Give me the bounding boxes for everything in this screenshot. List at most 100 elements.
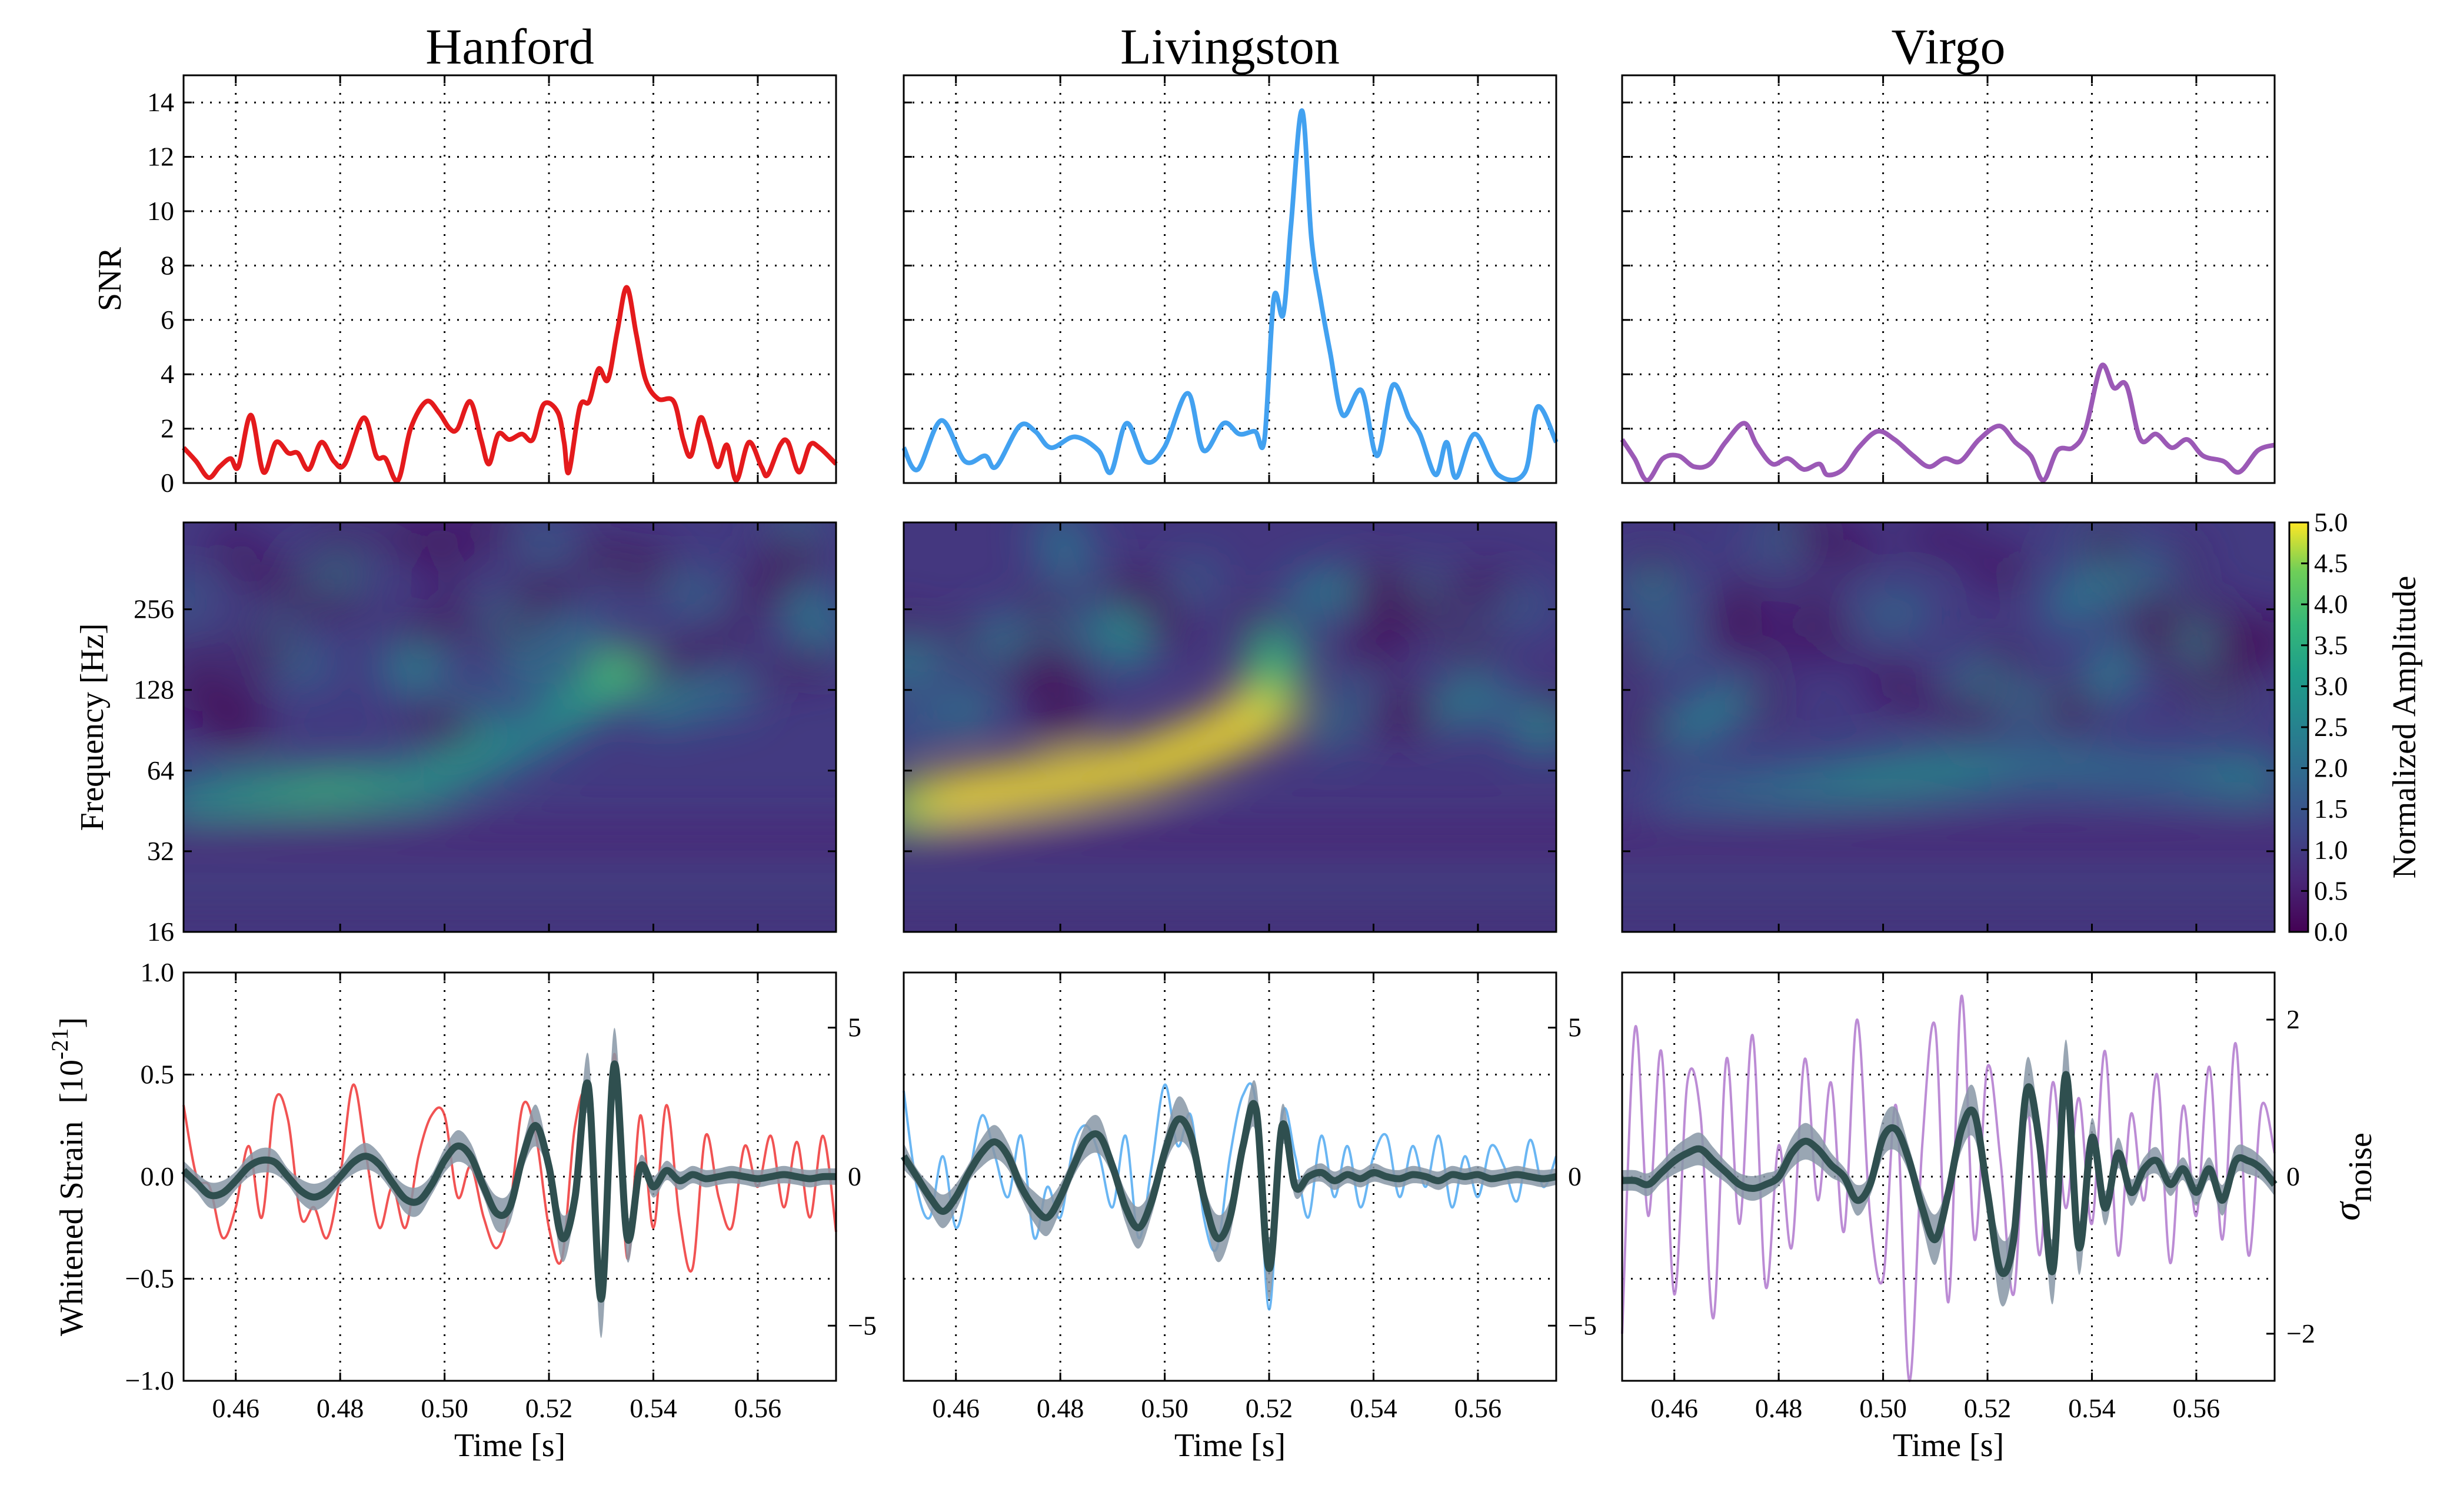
model-uncertainty-band <box>184 1028 836 1338</box>
heatmap-cell <box>1053 702 1100 735</box>
y-tick-label: 0 <box>161 468 174 498</box>
colorbar-tick-label: 4.0 <box>2314 589 2348 619</box>
heatmap-cell <box>904 612 922 645</box>
heatmap-cell <box>1827 528 1874 564</box>
heatmap-cell <box>1977 550 2021 589</box>
heatmap-cell <box>2045 687 2101 726</box>
axes-frame <box>903 74 1557 484</box>
heatmap-cell <box>1102 574 1168 612</box>
heatmap-cell <box>578 538 618 577</box>
snr-panel-virgo: Virgo <box>1620 18 2276 484</box>
heatmap-cell <box>1622 875 2275 895</box>
whitened-data-line-hanford <box>182 1053 837 1301</box>
x-tick-label: 0.46 <box>212 1393 259 1423</box>
heatmap-cell <box>978 643 1024 668</box>
x-tick-label: 0.52 <box>525 1393 573 1423</box>
right-y-tick-label: 0 <box>848 1161 861 1191</box>
y-tick-label: 256 <box>134 594 174 624</box>
right-y-tick-label: −5 <box>1568 1310 1597 1340</box>
heatmap-cell <box>427 712 481 747</box>
heatmap-cell <box>1935 696 2009 725</box>
heatmap-cell <box>1622 577 1691 605</box>
heatmap-cell <box>1331 682 1373 705</box>
sigma-noise-axis-label: σnoise <box>2326 1133 2379 1221</box>
colorbar-tick-label: 3.0 <box>2314 671 2348 701</box>
heatmap <box>904 522 1556 932</box>
heatmap-cell <box>904 825 1556 867</box>
heatmap-cell <box>1373 569 1410 605</box>
x-tick-label: 0.52 <box>1246 1393 1293 1423</box>
axes-frame <box>182 521 837 933</box>
heatmap-cell <box>1878 681 1943 707</box>
y-tick-label: 14 <box>147 87 174 117</box>
snr-panel-hanford: Hanford 0 2 4 6 8 10 12 14 <box>147 18 838 498</box>
heatmap-cell <box>434 603 481 628</box>
axes-frame <box>903 521 1557 933</box>
heatmap-cell <box>1637 627 1697 660</box>
y-tick-label: 32 <box>147 836 174 866</box>
bracket-close: ] <box>54 1017 90 1028</box>
heatmap-cell <box>1796 625 1854 656</box>
model-waveform-line <box>181 1060 837 1303</box>
colorbar-tick-label: 0.0 <box>2314 917 2348 947</box>
y-tick-label: 4 <box>161 359 174 389</box>
heatmap-cell <box>2170 670 2214 698</box>
strain-panel-virgo: −2 0 2 0.46 0.48 0.50 0.52 0.54 0.56 Time [s] <box>1621 971 2315 1464</box>
heatmap-cell <box>184 649 222 677</box>
axes-frame <box>1621 971 2276 1382</box>
heatmap-cell <box>398 703 438 726</box>
heatmap-cell <box>202 708 272 745</box>
track-cell <box>595 646 647 686</box>
colorbar-tick-label: 2.5 <box>2314 712 2348 742</box>
heatmap-cell <box>233 566 309 592</box>
x-axis-label: Time [s] <box>1893 1427 2004 1464</box>
strain-axis-label: Whitened Strain [10-21] <box>46 1017 90 1336</box>
heatmap-cell <box>1028 522 1093 548</box>
heatmap-cell <box>2239 623 2275 660</box>
x-axis-label: Time [s] <box>454 1427 565 1464</box>
y-tick-label: 1.0 <box>141 957 175 987</box>
heatmap-cell <box>2085 522 2125 555</box>
y-tick-label: 10 <box>147 196 174 226</box>
x-axis-label: Time [s] <box>1174 1427 1286 1464</box>
whitened-data-line-virgo <box>1621 994 2276 1383</box>
x-tick-label: 0.56 <box>734 1393 782 1423</box>
heatmap-cell <box>478 627 544 649</box>
heatmap-cells <box>1622 522 2275 918</box>
heatmap-cell <box>1285 577 1354 611</box>
heatmap <box>1622 522 2275 932</box>
colorbar-tick-label: 2.0 <box>2314 753 2348 783</box>
snr-line-livingston <box>901 108 1559 483</box>
heatmap-cell <box>1622 825 2275 867</box>
heatmap-cell <box>1864 661 1900 687</box>
model-waveform-line <box>1622 1071 2278 1277</box>
y-tick-label: 128 <box>134 675 174 705</box>
heatmap-cell <box>944 622 983 652</box>
heatmap-cell <box>1622 895 2275 918</box>
x-tick-label: 0.50 <box>1141 1393 1188 1423</box>
heatmap-cells <box>904 522 1556 918</box>
axes-frame <box>182 971 837 1382</box>
y-tick-label: 64 <box>147 755 174 785</box>
heatmap-cell <box>1087 605 1148 642</box>
heatmap-cell <box>1903 525 1942 547</box>
heatmap-cell <box>1041 620 1097 642</box>
colorbar: 0.0 0.5 1.0 1.5 2.0 2.5 3.0 3.5 4.0 4.5 5.0 Normali… <box>2288 507 2423 947</box>
heatmap-cell <box>184 895 836 918</box>
axes-frame <box>1621 521 2276 933</box>
unit-exponent: -21 <box>46 1028 73 1060</box>
model-waveform-line <box>900 1100 1557 1273</box>
sigma-symbol: σ <box>2326 1201 2368 1221</box>
strain-panel-hanford: −1.0 −0.5 0.0 0.5 1.0 −5 0 5 0.46 0.48 0.50 0.52 0.5… <box>125 957 877 1464</box>
heatmap-cell <box>2004 688 2049 714</box>
heatmap-cell <box>781 550 821 575</box>
colorbar-tick-label: 0.5 <box>2314 875 2348 905</box>
x-tick-label: 0.56 <box>2173 1393 2220 1423</box>
x-tick-label: 0.50 <box>421 1393 468 1423</box>
right-y-tick-label: −2 <box>2286 1318 2315 1348</box>
heatmap-cell <box>1753 528 1798 553</box>
heatmap-cell <box>1724 580 1764 612</box>
x-tick-label: 0.50 <box>1859 1393 1907 1423</box>
frequency-axis-label: Frequency [Hz] <box>74 624 111 831</box>
snr-panel-livingston: Livingston <box>901 18 1559 484</box>
